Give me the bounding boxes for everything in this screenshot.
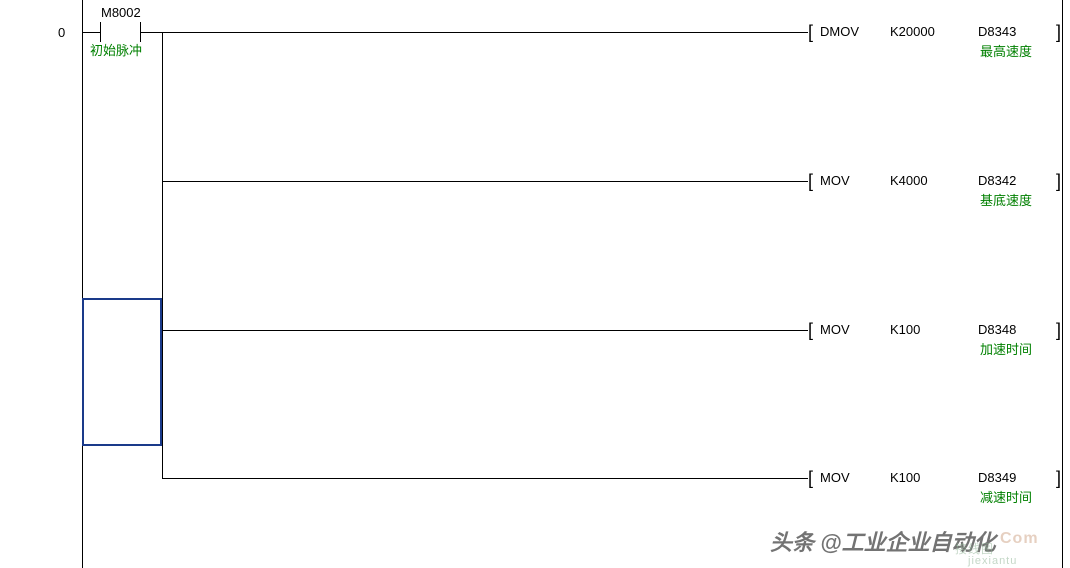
r2-seg bbox=[162, 330, 808, 331]
r0-instr: DMOV bbox=[820, 25, 859, 38]
r3-op2: D8349 bbox=[978, 471, 1016, 484]
r3-instr: MOV bbox=[820, 471, 850, 484]
contact-comment: 初始脉冲 bbox=[90, 44, 142, 57]
contact-bar-left bbox=[100, 22, 101, 42]
selection-cursor[interactable] bbox=[82, 298, 162, 446]
branch-vertical bbox=[162, 32, 163, 478]
r0-seg-b bbox=[140, 32, 808, 33]
r3-seg bbox=[162, 478, 808, 479]
r2-op1: K100 bbox=[890, 323, 920, 336]
r0-op2: D8343 bbox=[978, 25, 1016, 38]
watermark-sub3: Com bbox=[1000, 530, 1039, 548]
r1-op2: D8342 bbox=[978, 174, 1016, 187]
r0-comment: 最高速度 bbox=[980, 45, 1032, 58]
r1-instr: MOV bbox=[820, 174, 850, 187]
r0-op1: K20000 bbox=[890, 25, 935, 38]
r1-op1: K4000 bbox=[890, 174, 928, 187]
right-rail bbox=[1062, 0, 1063, 568]
step-number: 0 bbox=[58, 26, 65, 39]
r1-rbracket: ] bbox=[1056, 171, 1061, 192]
r0-lbracket: [ bbox=[808, 22, 813, 43]
ladder-canvas: 0 M8002 初始脉冲 [ DMOV K20000 D8343 ] 最高速度 … bbox=[0, 0, 1070, 568]
r3-lbracket: [ bbox=[808, 468, 813, 489]
left-rail bbox=[82, 0, 83, 568]
r2-comment: 加速时间 bbox=[980, 343, 1032, 356]
r2-lbracket: [ bbox=[808, 320, 813, 341]
r3-comment: 减速时间 bbox=[980, 491, 1032, 504]
r3-rbracket: ] bbox=[1056, 468, 1061, 489]
r1-seg bbox=[162, 181, 808, 182]
r3-op1: K100 bbox=[890, 471, 920, 484]
watermark-sub2: jiexiantu bbox=[968, 555, 1017, 567]
r2-rbracket: ] bbox=[1056, 320, 1061, 341]
r0-rbracket: ] bbox=[1056, 22, 1061, 43]
r0-seg-a bbox=[82, 32, 100, 33]
r2-op2: D8348 bbox=[978, 323, 1016, 336]
contact-device-label: M8002 bbox=[101, 6, 141, 19]
r2-instr: MOV bbox=[820, 323, 850, 336]
r1-lbracket: [ bbox=[808, 171, 813, 192]
r1-comment: 基底速度 bbox=[980, 194, 1032, 207]
